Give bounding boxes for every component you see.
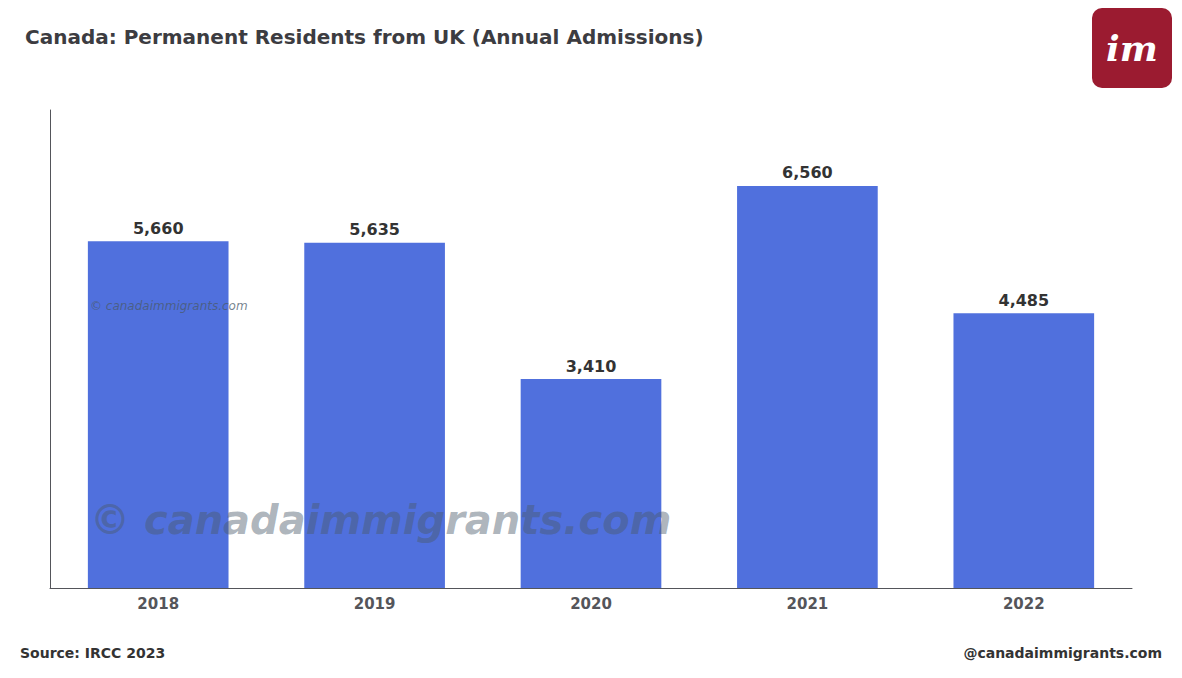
svg-text:5,635: 5,635	[349, 220, 400, 239]
svg-text:@canadaimmigrants.com: @canadaimmigrants.com	[963, 645, 1162, 661]
svg-text:2020: 2020	[570, 595, 612, 613]
svg-text:3,410: 3,410	[566, 357, 617, 376]
svg-text:Canada: Permanent Residents fr: Canada: Permanent Residents from UK (Ann…	[25, 25, 704, 49]
svg-text:© canadaimmigrants.com: © canadaimmigrants.com	[90, 497, 671, 543]
svg-text:5,660: 5,660	[133, 219, 184, 238]
svg-text:Source: IRCC 2023: Source: IRCC 2023	[20, 645, 165, 661]
svg-text:2021: 2021	[787, 595, 829, 613]
svg-text:© canadaimmigrants.com: © canadaimmigrants.com	[90, 299, 248, 313]
svg-text:6,560: 6,560	[782, 163, 833, 182]
svg-text:im: im	[1106, 27, 1158, 69]
svg-text:2018: 2018	[137, 595, 179, 613]
svg-text:4,485: 4,485	[998, 291, 1049, 310]
svg-text:2019: 2019	[354, 595, 396, 613]
svg-text:2022: 2022	[1003, 595, 1045, 613]
